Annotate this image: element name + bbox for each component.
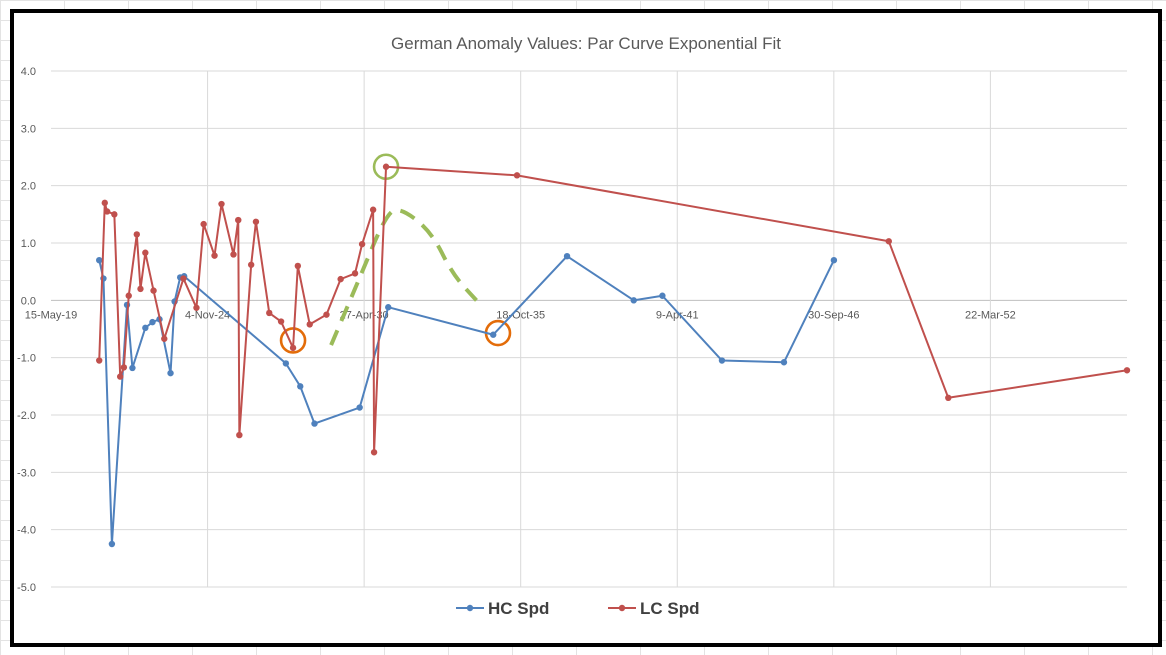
data-point [193, 304, 200, 311]
data-point [142, 249, 149, 256]
data-point [563, 252, 571, 260]
x-tick-label: 22-Mar-52 [965, 309, 1016, 321]
x-tick-label: 18-Oct-35 [496, 309, 545, 321]
data-point [370, 449, 378, 456]
series-line [98, 165, 1128, 454]
data-point [218, 200, 225, 208]
data-point [103, 208, 111, 215]
annotations [279, 153, 512, 354]
data-point [337, 275, 344, 283]
y-tick-label: -5.0 [17, 582, 36, 594]
data-point [120, 364, 128, 371]
data-point [101, 199, 108, 207]
chart: German Anomaly Values: Par Curve Exponen… [17, 34, 1131, 618]
legend-swatch-marker [466, 604, 474, 612]
data-point [111, 211, 118, 218]
data-point [356, 404, 363, 411]
y-tick-label: 2.0 [21, 181, 36, 193]
data-point [133, 231, 140, 238]
data-point [885, 238, 892, 245]
data-point [282, 360, 290, 367]
data-point [830, 257, 838, 264]
data-point [161, 335, 168, 342]
data-point [247, 261, 255, 268]
data-point [490, 331, 497, 338]
grid [51, 70, 1127, 588]
y-axis-ticks: 4.0 3.0 2.0 1.0 0.0 -1.0 -2.0 -3.0 -4.0 -5.0 [17, 66, 36, 594]
x-tick-label: 30-Sep-46 [808, 309, 859, 321]
y-tick-label: 4.0 [21, 66, 36, 78]
data-point [385, 304, 392, 311]
data-point [297, 383, 304, 390]
data-point [137, 285, 144, 293]
data-point [211, 252, 218, 259]
data-point [351, 270, 359, 277]
data-point [277, 318, 285, 325]
legend-label: HC Spd [488, 599, 549, 618]
data-point [659, 292, 666, 299]
data-point [149, 318, 156, 326]
y-tick-label: -3.0 [17, 467, 36, 479]
x-tick-label: 27-Apr-30 [340, 309, 389, 321]
series-lc-spd [96, 163, 1131, 456]
data-point [289, 344, 297, 352]
x-tick-label: 4-Nov-24 [185, 309, 230, 321]
data-point [266, 309, 273, 317]
data-point [167, 369, 174, 377]
data-point [150, 287, 157, 294]
data-point [306, 321, 313, 328]
data-point [235, 216, 242, 224]
data-point [230, 251, 237, 258]
data-point [323, 311, 330, 318]
x-tick-label: 15-May-19 [25, 309, 78, 321]
data-point [513, 172, 521, 179]
data-point [630, 297, 637, 304]
data-point [369, 206, 377, 213]
data-point [96, 357, 103, 364]
data-point [236, 431, 243, 439]
fit-curve-dashed [329, 208, 478, 346]
y-tick-label: -2.0 [17, 410, 36, 422]
chart-frame: German Anomaly Values: Par Curve Exponen… [10, 9, 1162, 647]
chart-title: German Anomaly Values: Par Curve Exponen… [391, 34, 781, 53]
highlight-circle [279, 327, 307, 354]
legend-swatch-marker [618, 604, 626, 612]
data-point [108, 540, 116, 548]
y-tick-label: -1.0 [17, 353, 36, 365]
data-point [117, 373, 124, 380]
data-point [294, 262, 302, 270]
data-point [382, 163, 390, 170]
series [96, 163, 1131, 548]
series-line [98, 255, 835, 545]
data-point [358, 240, 366, 248]
legend: HC Spd LC Spd [456, 599, 700, 618]
data-point [945, 394, 952, 401]
series-hc-spd [96, 252, 838, 548]
x-tick-label: 9-Apr-41 [656, 309, 699, 321]
data-point [125, 292, 132, 299]
data-point [142, 324, 149, 332]
data-point [96, 257, 103, 264]
y-tick-label: -4.0 [17, 525, 36, 537]
y-tick-label: 0.0 [21, 295, 36, 307]
legend-label: LC Spd [640, 599, 700, 618]
y-tick-label: 3.0 [21, 123, 36, 135]
data-point [180, 275, 187, 282]
data-point [252, 218, 260, 225]
x-axis-ticks: 15-May-19 4-Nov-24 27-Apr-30 18-Oct-35 9-Apr… [25, 309, 1016, 321]
y-tick-label: 1.0 [21, 238, 36, 250]
data-point [129, 364, 136, 372]
data-point [311, 420, 318, 427]
data-point [200, 220, 207, 228]
data-point [718, 357, 726, 364]
data-point [1123, 367, 1131, 374]
data-point [780, 359, 788, 366]
